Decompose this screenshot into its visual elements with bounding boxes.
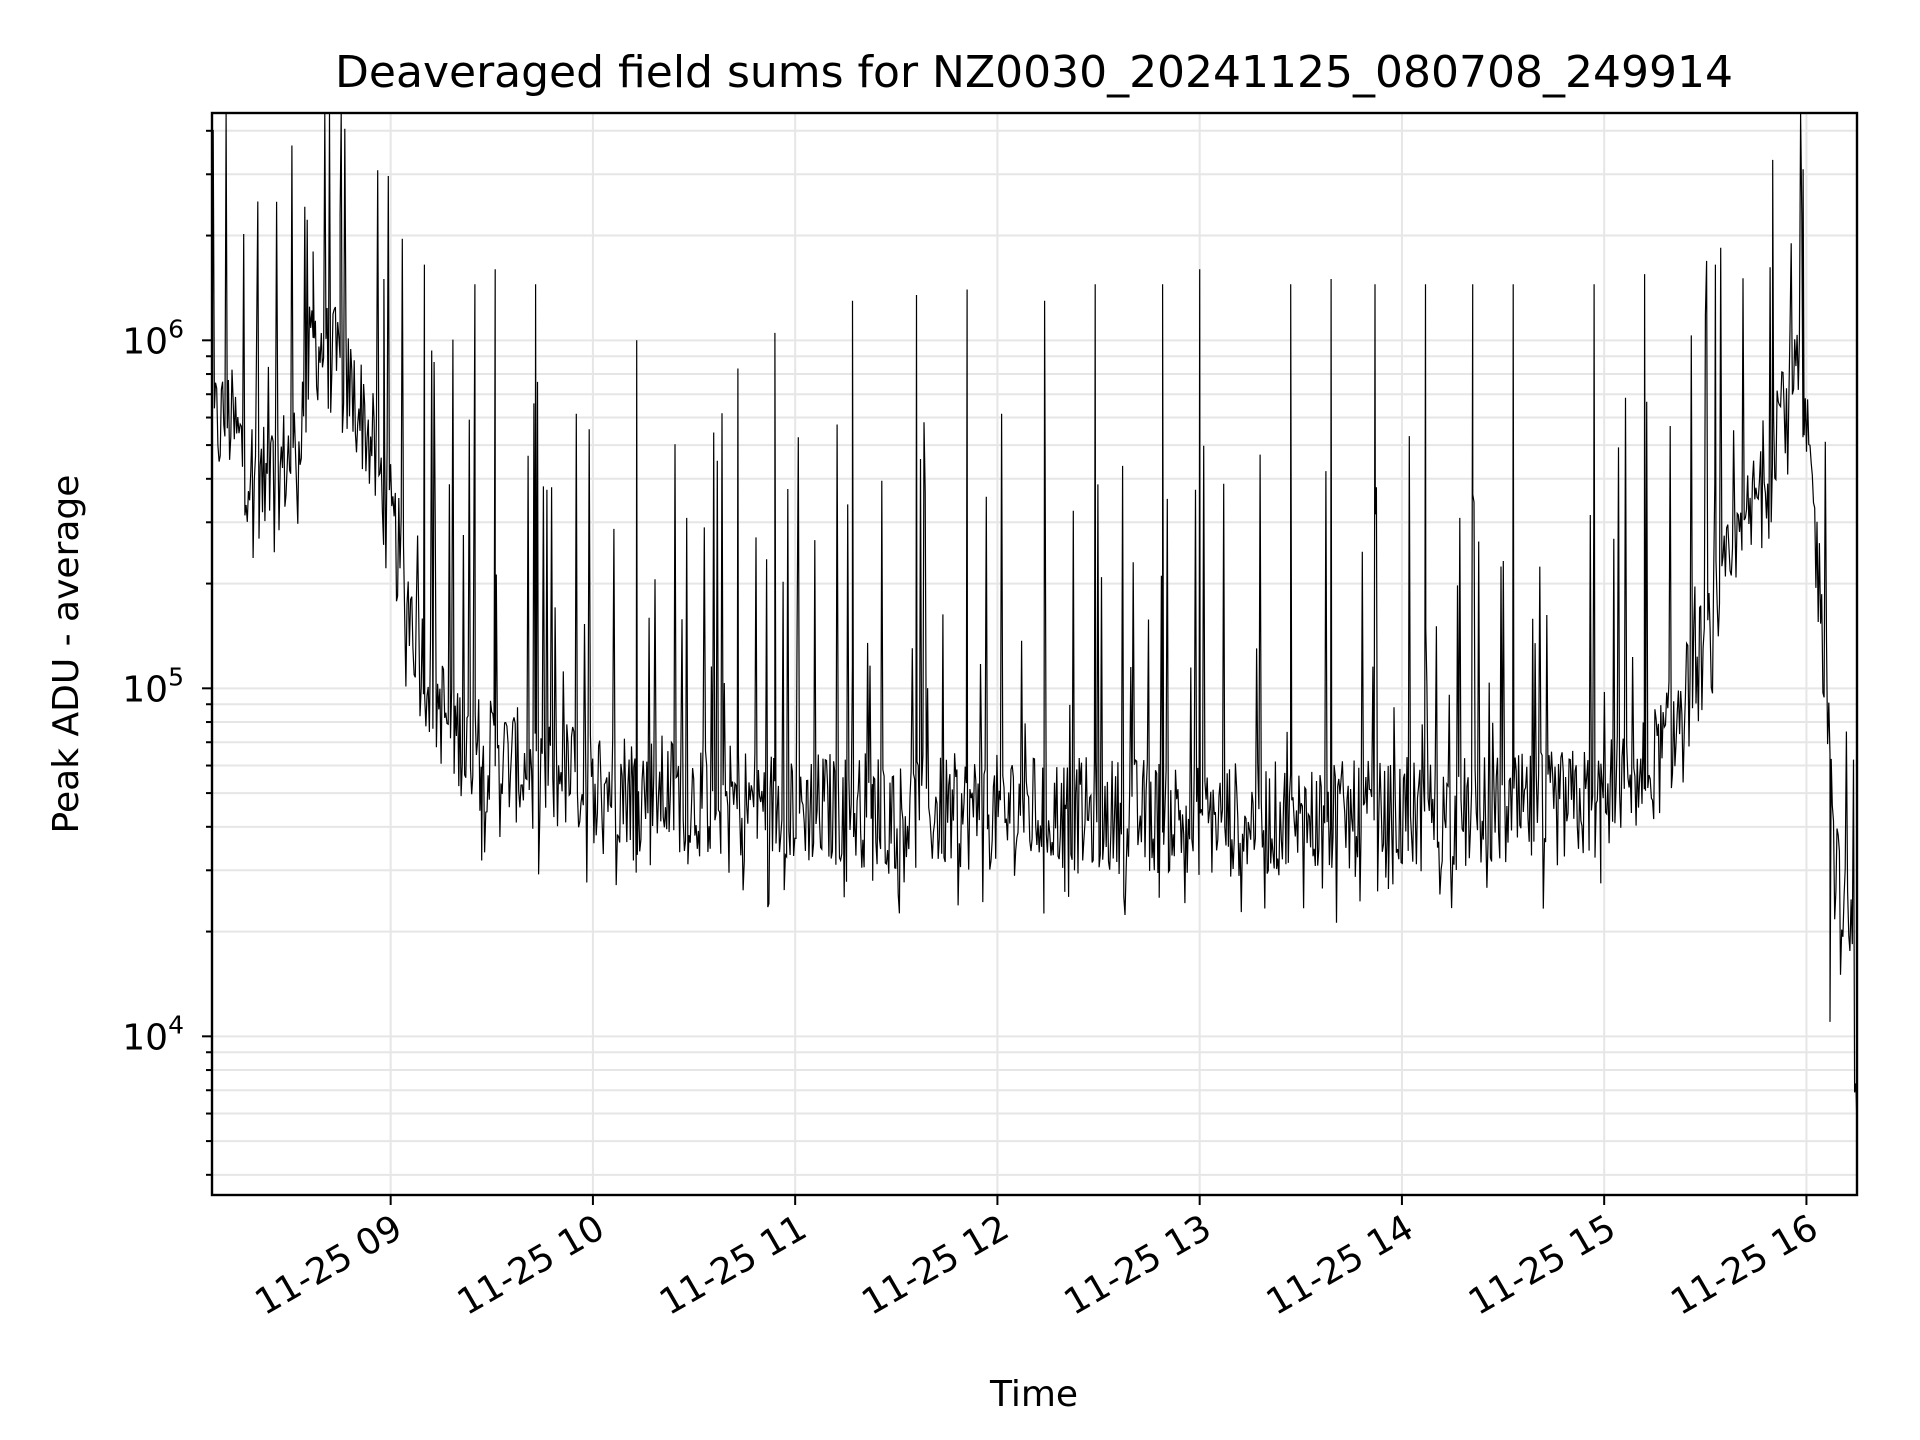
series-line	[211, 112, 1858, 1125]
y-axis-label: Peak ADU - average	[46, 475, 87, 834]
chart-title: Deaveraged field sums for NZ0030_2024112…	[335, 47, 1733, 98]
y-tick-label: 105	[122, 662, 184, 710]
y-axis: 104 105 106	[122, 129, 212, 1176]
y-tick-label: 106	[122, 314, 184, 362]
plot-series	[211, 112, 1858, 1125]
y-tick-label: 104	[122, 1010, 184, 1058]
grid-lines	[212, 113, 1857, 1195]
x-axis-label: Time	[989, 1374, 1078, 1415]
plot-frame	[210, 111, 1859, 1197]
